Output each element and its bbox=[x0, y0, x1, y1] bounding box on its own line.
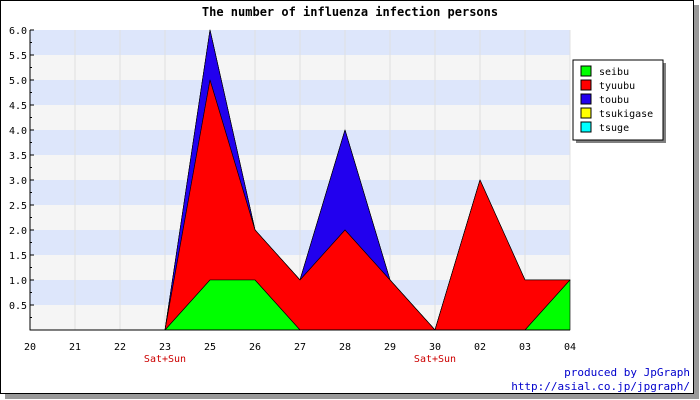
y-tick-label: 1.0 bbox=[9, 276, 27, 287]
legend-label-tyuubu: tyuubu bbox=[599, 81, 635, 92]
area-series bbox=[29, 29, 571, 331]
x-tick-label: 03 bbox=[519, 342, 531, 353]
legend-swatch-tsukigase bbox=[580, 107, 592, 119]
x-tick-label: 04 bbox=[564, 342, 576, 353]
y-tick-label: 3.5 bbox=[9, 151, 27, 162]
x-tick-label: 26 bbox=[249, 342, 261, 353]
weekend-labels: Sat+Sun Sat+Sun bbox=[144, 354, 456, 365]
y-tick-label: 2.5 bbox=[9, 201, 27, 212]
credit-url[interactable]: http://asial.co.jp/jpgraph/ bbox=[511, 380, 690, 393]
y-tick-labels: 0.5 1.0 1.5 2.0 2.5 3.0 3.5 4.0 4.5 5.0 5.5 6.0 bbox=[9, 26, 27, 312]
credit-produced-by: produced by JpGraph bbox=[564, 366, 690, 379]
x-tick-labels: 20 21 22 23 25 26 27 28 29 30 02 03 04 bbox=[24, 342, 576, 353]
y-tick-label: 5.0 bbox=[9, 76, 27, 87]
legend-swatch-tyuubu bbox=[580, 79, 592, 91]
y-tick-label: 4.5 bbox=[9, 101, 27, 112]
x-tick-label: 02 bbox=[474, 342, 486, 353]
legend-swatch-tsuge bbox=[580, 121, 592, 133]
legend-label-tsuge: tsuge bbox=[599, 123, 629, 134]
x-tick-label: 22 bbox=[114, 342, 126, 353]
y-tick-label: 2.0 bbox=[9, 226, 27, 237]
y-tick-label: 3.0 bbox=[9, 176, 27, 187]
legend-label-tsukigase: tsukigase bbox=[599, 109, 653, 120]
legend-swatch-toubu bbox=[580, 93, 592, 105]
legend-label-seibu: seibu bbox=[599, 67, 629, 78]
x-tick-label: 21 bbox=[69, 342, 81, 353]
axes bbox=[29, 29, 570, 331]
y-tick-label: 5.5 bbox=[9, 51, 27, 62]
x-tick-label: 25 bbox=[204, 342, 216, 353]
legend: seibu tyuubu toubu tsukigase tsuge bbox=[572, 59, 666, 143]
x-tick-label: 23 bbox=[159, 342, 171, 353]
x-tick-label: 20 bbox=[24, 342, 36, 353]
chart-title: The number of influenza infection person… bbox=[202, 5, 498, 19]
y-tick-label: 4.0 bbox=[9, 126, 27, 137]
legend-label-toubu: toubu bbox=[599, 95, 629, 106]
x-tick-label: 27 bbox=[294, 342, 306, 353]
weekend-label: Sat+Sun bbox=[414, 354, 456, 365]
y-tick-label: 6.0 bbox=[9, 26, 27, 37]
y-tick-label: 1.5 bbox=[9, 251, 27, 262]
weekend-label: Sat+Sun bbox=[144, 354, 186, 365]
y-tick-label: 0.5 bbox=[9, 301, 27, 312]
x-tick-label: 30 bbox=[429, 342, 441, 353]
x-tick-label: 28 bbox=[339, 342, 351, 353]
x-tick-label: 29 bbox=[384, 342, 396, 353]
legend-swatch-seibu bbox=[580, 65, 592, 77]
